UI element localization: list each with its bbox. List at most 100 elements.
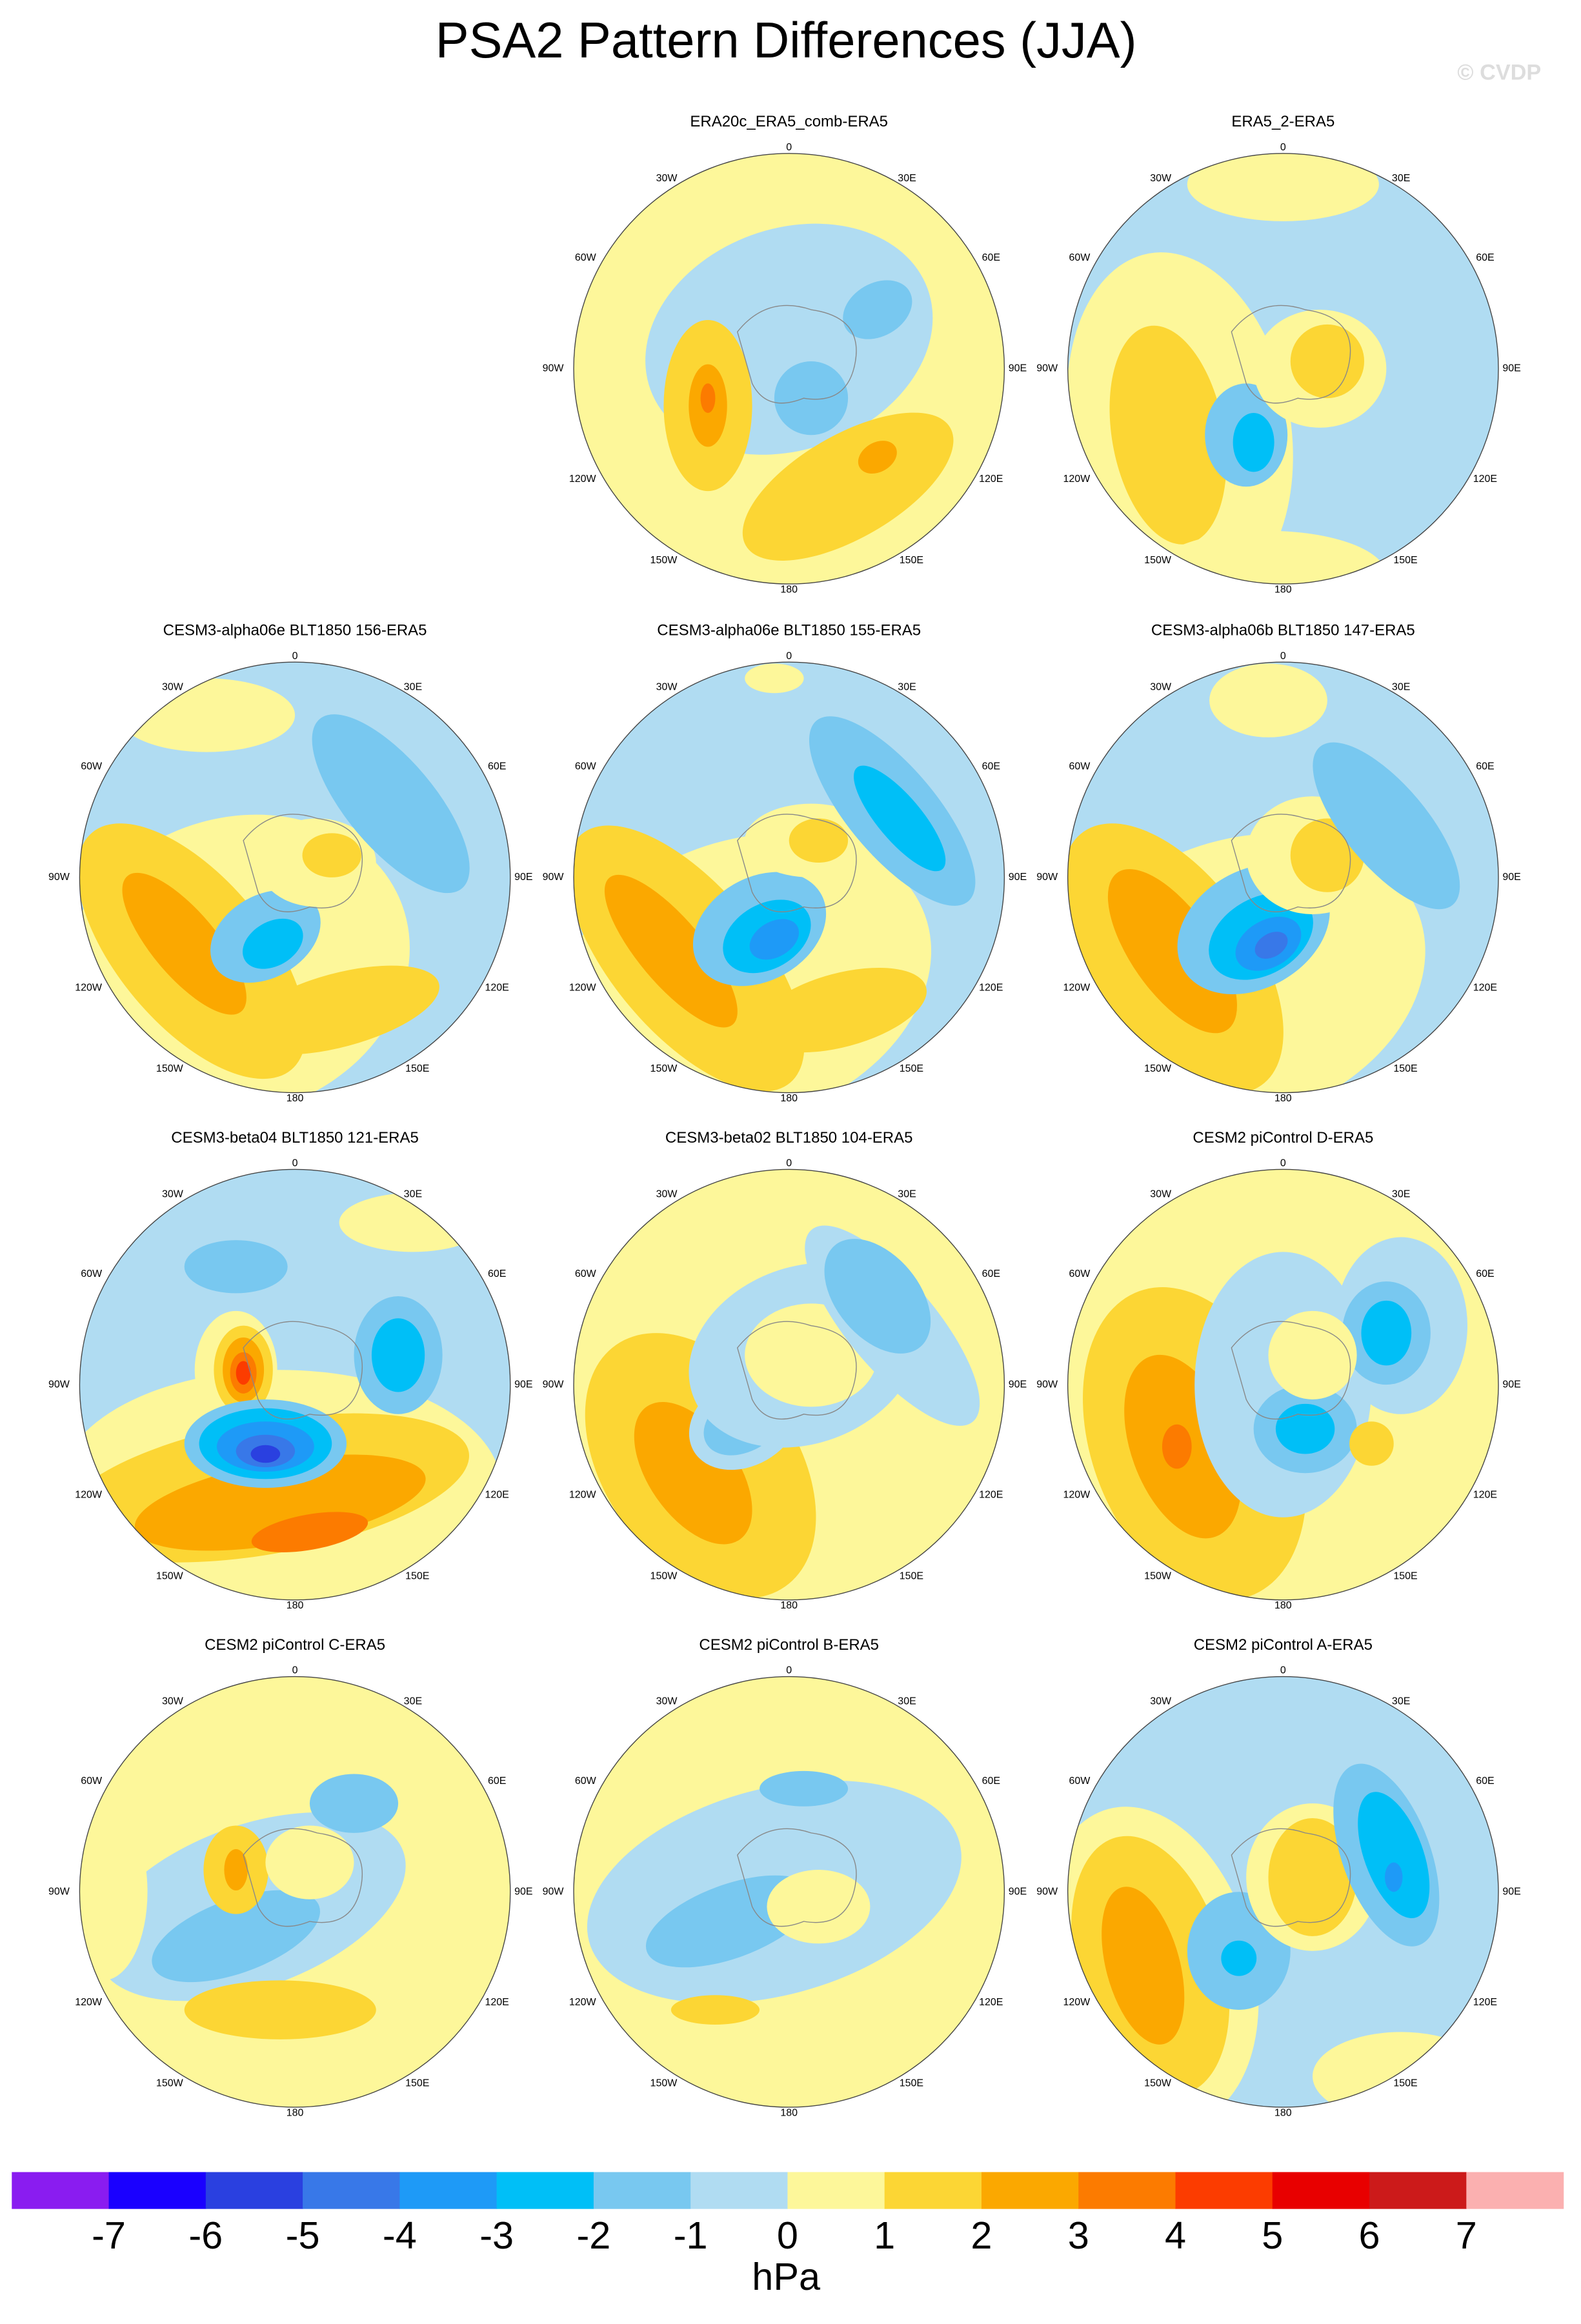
map-border <box>1067 1168 1499 1601</box>
contour-region <box>1233 412 1274 472</box>
contour-region <box>634 1402 752 1545</box>
longitude-label: 30E <box>898 1188 916 1199</box>
colorbar-box <box>1272 2172 1370 2209</box>
longitude-label: 120W <box>569 1490 597 1501</box>
longitude-label: 30E <box>898 173 916 184</box>
coastline <box>1231 814 1351 912</box>
longitude-label: 30W <box>656 681 678 692</box>
longitude-label: 30W <box>162 681 184 692</box>
colorbar-box <box>593 2172 691 2209</box>
longitude-label: 180 <box>287 2107 304 2118</box>
longitude-label: 120E <box>979 474 1003 485</box>
colorbar-box <box>399 2172 498 2209</box>
figure-title: PSA2 Pattern Differences (JJA) <box>436 13 1137 68</box>
colorbar-label: -4 <box>383 2214 417 2257</box>
longitude-label: 90W <box>543 872 565 883</box>
longitude-label: 30W <box>162 1696 184 1707</box>
colorbar-label: 1 <box>874 2214 895 2257</box>
contour-region <box>302 833 361 877</box>
longitude-label: 0 <box>1280 142 1286 153</box>
longitude-label: 60W <box>575 1776 597 1787</box>
longitude-label: 90E <box>514 1379 532 1390</box>
contour-region <box>858 441 897 474</box>
contour-region <box>754 967 927 1053</box>
longitude-label: 30W <box>1150 681 1172 692</box>
colorbar-label: 7 <box>1456 2214 1477 2257</box>
longitude-label: 90W <box>48 1887 70 1898</box>
contour-region <box>1290 324 1365 399</box>
colorbar-box <box>205 2172 303 2209</box>
longitude-label: 30E <box>898 1696 916 1707</box>
longitude-label: 60E <box>488 761 506 772</box>
longitude-label: 30W <box>656 173 678 184</box>
map-panel <box>1067 153 1499 585</box>
contour-region <box>79 1803 148 1981</box>
colorbar-label: -5 <box>286 2214 320 2257</box>
longitude-label: 0 <box>292 650 298 661</box>
longitude-label: 90E <box>1502 872 1520 883</box>
colorbar-box <box>690 2172 789 2209</box>
longitude-label: 150W <box>1144 1063 1172 1074</box>
longitude-label: 60W <box>1069 1776 1091 1787</box>
contour-region <box>224 1849 248 1891</box>
longitude-label: 30E <box>1392 1696 1410 1707</box>
contour-region <box>824 1239 931 1354</box>
map-border <box>79 1676 511 2108</box>
map-border <box>573 1168 1005 1601</box>
contour-region <box>1209 663 1327 737</box>
longitude-label: 150W <box>650 555 678 566</box>
contour-region <box>251 1512 368 1552</box>
longitude-label: 0 <box>786 1158 792 1169</box>
map-panel <box>574 662 1005 1093</box>
longitude-label: 30E <box>404 1188 422 1199</box>
contour-region <box>670 1995 760 2025</box>
colorbar-label: 4 <box>1165 2214 1186 2257</box>
panel-title: CESM2 piControl C-ERA5 <box>205 1636 385 1654</box>
contour-region <box>749 919 800 960</box>
longitude-label: 150E <box>900 1063 923 1074</box>
map-panel <box>79 1676 510 2107</box>
map-panel <box>1067 662 1499 1093</box>
longitude-label: 90W <box>543 363 565 374</box>
colorbar-box <box>1369 2172 1467 2209</box>
longitude-label: 180 <box>780 584 798 595</box>
longitude-label: 120E <box>1473 1490 1497 1501</box>
longitude-label: 180 <box>1274 584 1292 595</box>
longitude-label: 30W <box>656 1696 678 1707</box>
longitude-label: 180 <box>780 1093 798 1104</box>
longitude-label: 60E <box>982 1776 1000 1787</box>
coastline <box>243 1828 363 1927</box>
contour-region <box>1221 1940 1257 1976</box>
contour-region <box>1313 742 1460 910</box>
panel-title: CESM2 piControl A-ERA5 <box>1194 1636 1373 1654</box>
longitude-label: 120E <box>1473 983 1497 994</box>
longitude-label: 30E <box>1392 681 1410 692</box>
longitude-label: 90W <box>1036 1379 1058 1390</box>
longitude-label: 60W <box>81 761 103 772</box>
longitude-label: 90W <box>1036 363 1058 374</box>
longitude-label: 120W <box>1063 474 1091 485</box>
longitude-label: 60E <box>488 1268 506 1279</box>
contour-region <box>760 1770 849 1807</box>
contour-region <box>312 714 470 894</box>
colorbar-box <box>303 2172 401 2209</box>
longitude-label: 60W <box>575 1268 597 1279</box>
longitude-label: 30E <box>1392 1188 1410 1199</box>
longitude-label: 150W <box>1144 555 1172 566</box>
colorbar-box <box>1466 2172 1564 2209</box>
contour-region <box>239 965 439 1055</box>
contour-region <box>767 1870 871 1944</box>
longitude-label: 90W <box>48 872 70 883</box>
map-border <box>1067 1676 1499 2108</box>
contour-region <box>1268 1310 1357 1399</box>
longitude-label: 90E <box>1009 363 1027 374</box>
longitude-label: 150E <box>900 555 923 566</box>
map-panel <box>574 1676 1005 2107</box>
longitude-label: 150E <box>405 1063 429 1074</box>
longitude-label: 90E <box>514 872 532 883</box>
longitude-label: 150W <box>650 1570 678 1581</box>
contour-region <box>371 1318 425 1392</box>
longitude-label: 60W <box>81 1268 103 1279</box>
longitude-label: 120W <box>75 1490 103 1501</box>
longitude-label: 0 <box>786 142 792 153</box>
